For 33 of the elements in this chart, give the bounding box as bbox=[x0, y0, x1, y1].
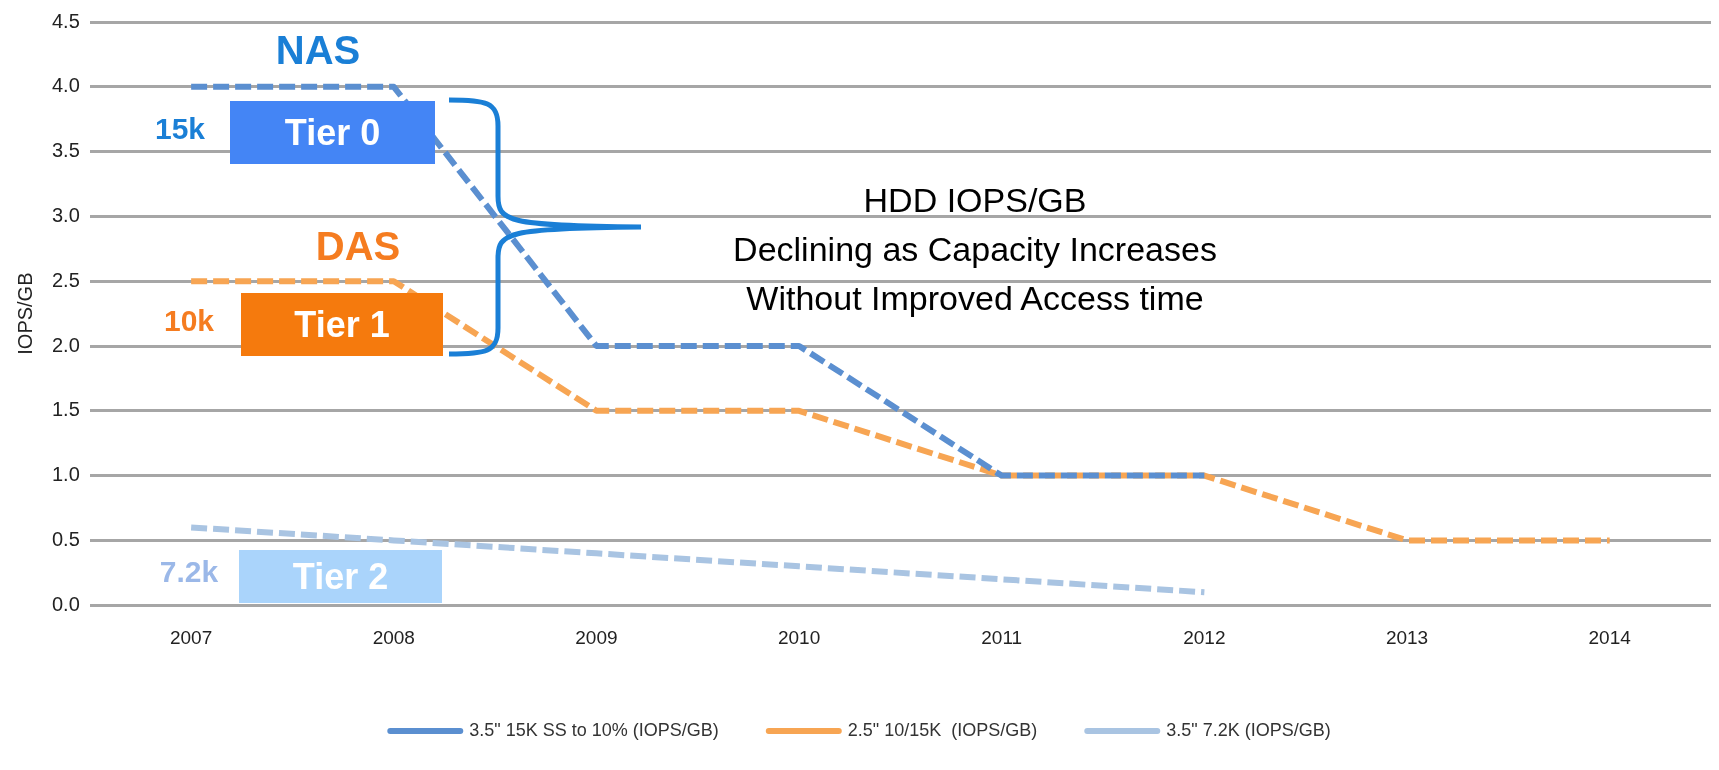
x-tick-label: 2014 bbox=[1588, 626, 1632, 648]
x-tick-label: 2010 bbox=[777, 626, 821, 648]
annotation: Tier 2 bbox=[239, 550, 442, 603]
y-tick-label: 0.5 bbox=[51, 527, 80, 550]
y-tick-label: 0.0 bbox=[51, 592, 80, 615]
y-tick-label: 4.5 bbox=[51, 9, 80, 32]
y-tick-label: 4.0 bbox=[51, 74, 80, 97]
y-tick-label: 2.5 bbox=[51, 268, 80, 291]
annotation: 7.2k bbox=[159, 555, 219, 589]
annotation: Tier 0 bbox=[230, 101, 435, 164]
annotation: Without Improved Access time bbox=[746, 278, 1204, 318]
annotation: Tier 1 bbox=[241, 293, 443, 356]
annotation: 15k bbox=[154, 112, 206, 146]
y-tick-label: 1.0 bbox=[51, 463, 80, 486]
x-tick-label: 2013 bbox=[1385, 626, 1429, 648]
annotation: 10k bbox=[163, 304, 215, 338]
legend-label: 2.5" 10/15K (IOPS/GB) bbox=[847, 719, 1038, 740]
y-tick-label: 3.0 bbox=[51, 203, 80, 226]
x-tick-label: 2012 bbox=[1183, 626, 1226, 648]
y-tick-label: 2.0 bbox=[51, 333, 80, 356]
annotation: DAS bbox=[315, 223, 401, 269]
x-tick-label: 2009 bbox=[575, 626, 618, 648]
legend-label: 3.5" 15K SS to 10% (IOPS/GB) bbox=[469, 719, 719, 740]
annotation: Declining as Capacity Increases bbox=[733, 229, 1217, 269]
x-tick-label: 2011 bbox=[981, 626, 1023, 648]
annotation: NAS bbox=[275, 27, 361, 73]
legend-label: 3.5" 7.2K (IOPS/GB) bbox=[1166, 719, 1331, 740]
x-tick-label: 2008 bbox=[372, 626, 415, 648]
x-tick-label: 2007 bbox=[169, 626, 213, 648]
y-tick-label: 1.5 bbox=[51, 398, 80, 421]
y-axis-title: IOPS/GB bbox=[13, 272, 36, 355]
y-tick-label: 3.5 bbox=[51, 139, 80, 162]
annotation: HDD IOPS/GB bbox=[863, 180, 1087, 220]
